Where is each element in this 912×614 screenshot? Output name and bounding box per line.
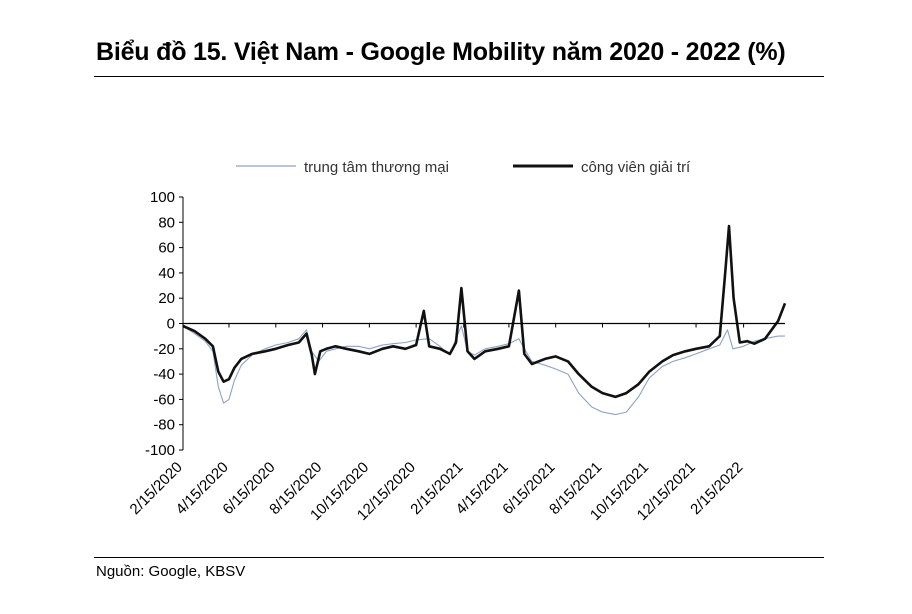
x-tick-label: 2/15/2022: [687, 459, 746, 518]
legend-label-parks: công viên giải trí: [581, 159, 691, 176]
y-tick-label: 0: [167, 316, 175, 333]
legend: trung tâm thương mại công viên giải trí: [236, 159, 691, 176]
series-layer: [182, 224, 787, 416]
title-divider: [94, 76, 824, 77]
mobility-line-chart: trung tâm thương mại công viên giải trí …: [127, 159, 787, 524]
y-tick-label: 40: [158, 265, 175, 282]
y-tick-label: 80: [158, 214, 175, 231]
y-tick-label: 60: [158, 240, 175, 257]
y-tick-label: -80: [153, 417, 175, 434]
footer-divider: [94, 557, 824, 558]
series-line-retail: [182, 325, 785, 416]
y-tick-label: -100: [145, 442, 175, 459]
y-tick-label: -20: [153, 341, 175, 358]
source-note: Nguồn: Google, KBSV: [96, 563, 246, 580]
y-tick-label: 100: [150, 189, 175, 206]
chart-title: Biểu đồ 15. Việt Nam - Google Mobility n…: [96, 38, 786, 66]
y-tick-label: 20: [158, 290, 175, 307]
axes-layer: 100806040200-20-40-60-80-1002/15/20204/1…: [127, 189, 785, 524]
series-line-parks: [182, 224, 787, 399]
legend-label-retail: trung tâm thương mại: [304, 159, 449, 176]
y-tick-label: -40: [153, 366, 175, 383]
y-tick-label: -60: [153, 391, 175, 408]
